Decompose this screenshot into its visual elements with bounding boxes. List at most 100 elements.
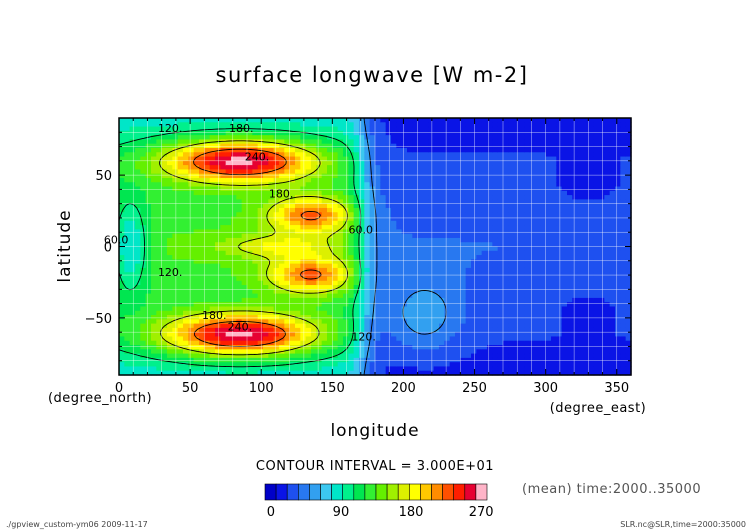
field-cell [423,306,429,312]
field-cell [215,220,221,226]
field-cell [439,130,445,136]
field-cell [535,336,541,342]
field-cell [417,315,424,320]
field-cell [199,327,205,333]
field-cell [209,276,216,282]
field-cell [311,332,317,338]
field-cell [529,259,536,265]
field-cell [268,237,275,243]
field-cell [151,212,157,218]
field-cell [524,135,531,141]
field-cell [177,349,184,355]
field-cell [151,259,157,265]
field-cell [524,190,531,196]
field-cell [519,259,525,265]
field-cell [220,357,227,363]
field-cell [497,357,504,363]
field-cell [135,315,141,320]
field-cell [279,139,285,145]
field-cell [359,160,365,166]
field-cell [391,315,397,320]
field-cell [497,315,504,320]
field-cell [412,190,419,196]
field-cell [129,242,136,248]
field-cell [145,207,152,213]
field-cell [551,289,557,295]
field-cell [529,130,536,136]
field-cell [529,353,536,359]
field-cell [423,259,429,265]
field-cell [316,177,323,183]
field-cell [236,130,243,136]
field-cell [465,216,472,222]
field-cell [183,147,189,153]
field-cell [481,186,488,192]
field-cell [332,323,339,329]
field-cell [492,272,499,278]
field-cell [332,272,339,278]
field-cell [252,250,259,256]
field-cell [369,340,376,346]
field-cell [156,302,163,308]
field-cell [236,122,243,128]
field-cell [279,332,285,338]
field-cell [321,165,328,170]
field-cell [289,242,296,248]
field-cell [188,353,195,359]
field-cell [247,263,253,269]
field-cell [385,272,392,278]
field-cell [247,147,253,153]
field-cell [540,255,547,260]
field-cell [231,259,237,265]
field-cell [279,319,285,325]
field-cell [209,165,216,170]
field-cell [423,319,429,325]
field-cell [252,259,259,265]
field-cell [151,122,157,128]
field-cell [481,289,488,295]
field-cell [204,118,211,123]
field-cell [460,250,467,256]
field-cell [167,332,173,338]
field-cell [145,229,152,235]
field-cell [119,332,125,338]
field-cell [151,156,157,162]
field-cell [481,220,488,226]
field-cell [167,297,173,303]
field-cell [177,229,184,235]
field-cell [508,207,515,213]
field-cell [129,118,136,123]
field-cell [231,173,237,179]
field-cell [183,152,189,158]
field-cell [263,267,269,273]
field-cell [545,267,552,273]
field-cell [193,366,200,372]
field-cell [188,357,195,363]
field-cell [348,267,355,273]
field-cell [513,199,520,205]
field-cell [311,130,317,136]
field-cell [465,152,472,158]
field-cell [423,199,429,205]
field-cell [391,156,397,162]
field-cell [385,289,392,295]
field-cell [231,302,237,308]
field-cell [444,165,451,170]
field-cell [545,169,552,175]
field-cell [311,259,317,265]
field-cell [471,250,477,256]
field-cell [124,233,131,239]
field-cell [289,353,296,359]
field-cell [321,152,328,158]
field-cell [412,306,419,312]
field-cell [156,310,163,316]
field-cell [556,195,563,200]
field-cell [551,199,557,205]
field-cell [449,165,456,170]
field-cell [327,152,333,158]
field-cell [487,293,493,299]
field-cell [215,199,221,205]
field-cell [257,255,264,260]
field-cell [359,122,365,128]
field-cell [551,263,557,269]
